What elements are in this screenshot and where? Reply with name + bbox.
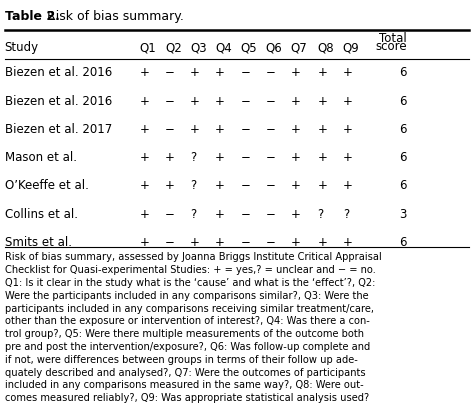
Text: −: − xyxy=(265,179,275,192)
Text: Smits et al.: Smits et al. xyxy=(5,236,72,249)
Text: Collins et al.: Collins et al. xyxy=(5,208,78,220)
Text: +: + xyxy=(291,179,301,192)
Text: ?: ? xyxy=(190,151,196,164)
Text: Biezen et al. 2016: Biezen et al. 2016 xyxy=(5,66,112,79)
Text: +: + xyxy=(190,66,200,79)
Text: ?: ? xyxy=(190,208,196,220)
Text: +: + xyxy=(215,123,225,136)
Text: Q1: Q1 xyxy=(140,42,156,54)
Text: +: + xyxy=(215,95,225,107)
Text: Q9: Q9 xyxy=(343,42,359,54)
Text: −: − xyxy=(165,208,175,220)
Text: −: − xyxy=(265,95,275,107)
Text: 6: 6 xyxy=(399,95,407,107)
Text: +: + xyxy=(291,208,301,220)
Text: +: + xyxy=(190,95,200,107)
Text: ?: ? xyxy=(318,208,324,220)
Text: −: − xyxy=(240,95,250,107)
Text: +: + xyxy=(140,151,150,164)
Text: +: + xyxy=(318,236,328,249)
Text: +: + xyxy=(215,151,225,164)
Text: −: − xyxy=(240,151,250,164)
Text: −: − xyxy=(240,123,250,136)
Text: +: + xyxy=(291,66,301,79)
Text: Q5: Q5 xyxy=(240,42,257,54)
Text: 6: 6 xyxy=(399,151,407,164)
Text: +: + xyxy=(318,123,328,136)
Text: +: + xyxy=(140,95,150,107)
Text: +: + xyxy=(215,66,225,79)
Text: −: − xyxy=(165,66,175,79)
Text: −: − xyxy=(265,123,275,136)
Text: +: + xyxy=(165,151,175,164)
Text: −: − xyxy=(240,66,250,79)
Text: −: − xyxy=(240,208,250,220)
Text: ?: ? xyxy=(190,179,196,192)
Text: −: − xyxy=(240,179,250,192)
Text: Total: Total xyxy=(379,32,407,44)
Text: Biezen et al. 2017: Biezen et al. 2017 xyxy=(5,123,112,136)
Text: +: + xyxy=(291,95,301,107)
Text: +: + xyxy=(140,236,150,249)
Text: +: + xyxy=(215,208,225,220)
Text: +: + xyxy=(291,123,301,136)
Text: +: + xyxy=(190,236,200,249)
Text: +: + xyxy=(165,179,175,192)
Text: Q8: Q8 xyxy=(318,42,334,54)
Text: Table 2.: Table 2. xyxy=(5,10,60,23)
Text: −: − xyxy=(265,151,275,164)
Text: 6: 6 xyxy=(399,66,407,79)
Text: −: − xyxy=(165,236,175,249)
Text: +: + xyxy=(318,66,328,79)
Text: ?: ? xyxy=(343,208,349,220)
Text: 3: 3 xyxy=(399,208,407,220)
Text: Study: Study xyxy=(5,42,39,54)
Text: score: score xyxy=(375,40,407,53)
Text: 6: 6 xyxy=(399,179,407,192)
Text: −: − xyxy=(165,95,175,107)
Text: Q4: Q4 xyxy=(215,42,232,54)
Text: O’Keeffe et al.: O’Keeffe et al. xyxy=(5,179,89,192)
Text: −: − xyxy=(265,208,275,220)
Text: +: + xyxy=(140,66,150,79)
Text: +: + xyxy=(318,151,328,164)
Text: 6: 6 xyxy=(399,123,407,136)
Text: Risk of bias summary, assessed by Joanna Briggs Institute Critical Appraisal
Che: Risk of bias summary, assessed by Joanna… xyxy=(5,252,382,403)
Text: −: − xyxy=(265,66,275,79)
Text: −: − xyxy=(265,236,275,249)
Text: +: + xyxy=(343,95,353,107)
Text: +: + xyxy=(291,151,301,164)
Text: Risk of bias summary.: Risk of bias summary. xyxy=(39,10,184,23)
Text: +: + xyxy=(318,179,328,192)
Text: +: + xyxy=(190,123,200,136)
Text: +: + xyxy=(343,66,353,79)
Text: Q7: Q7 xyxy=(291,42,307,54)
Text: Q3: Q3 xyxy=(190,42,207,54)
Text: 6: 6 xyxy=(399,236,407,249)
Text: Q2: Q2 xyxy=(165,42,182,54)
Text: +: + xyxy=(343,179,353,192)
Text: +: + xyxy=(343,151,353,164)
Text: −: − xyxy=(165,123,175,136)
Text: −: − xyxy=(240,236,250,249)
Text: +: + xyxy=(343,236,353,249)
Text: +: + xyxy=(343,123,353,136)
Text: +: + xyxy=(215,236,225,249)
Text: +: + xyxy=(215,179,225,192)
Text: Q6: Q6 xyxy=(265,42,282,54)
Text: Biezen et al. 2016: Biezen et al. 2016 xyxy=(5,95,112,107)
Text: Mason et al.: Mason et al. xyxy=(5,151,77,164)
Text: +: + xyxy=(291,236,301,249)
Text: +: + xyxy=(140,208,150,220)
Text: +: + xyxy=(318,95,328,107)
Text: +: + xyxy=(140,179,150,192)
Text: +: + xyxy=(140,123,150,136)
